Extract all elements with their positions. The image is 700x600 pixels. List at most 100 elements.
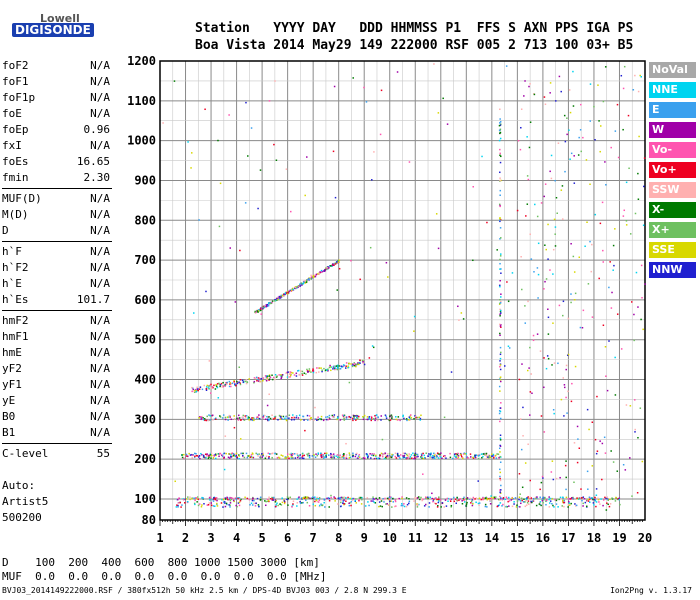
y-tick-label: 200 (134, 452, 156, 466)
echo-point (194, 499, 196, 502)
echo-point (423, 457, 426, 459)
x-tick-label: 1 (156, 531, 163, 545)
echo-point (265, 305, 267, 308)
echo-point (591, 421, 594, 424)
echo-point (508, 347, 511, 349)
echo-point (572, 70, 574, 73)
echo-point (313, 454, 315, 456)
legend-item-e: E (649, 102, 696, 118)
echo-point (499, 499, 501, 501)
echo-point (296, 498, 298, 500)
echo-point (452, 457, 454, 460)
echo-point (228, 453, 230, 455)
echo-point (205, 419, 208, 422)
echo-point (589, 183, 591, 186)
echo-point (499, 154, 501, 157)
echo-point (395, 457, 398, 459)
echo-point (210, 504, 213, 507)
echo-point (521, 363, 523, 365)
echo-point (316, 500, 319, 503)
echo-point (330, 494, 332, 497)
echo-point (612, 269, 614, 271)
echo-point (434, 453, 437, 456)
echo-point (303, 457, 305, 460)
echo-point (232, 455, 234, 457)
echo-point (499, 258, 501, 261)
echo-point (549, 269, 551, 271)
echo-point (372, 498, 375, 500)
echo-point (196, 501, 198, 503)
echo-point (249, 504, 251, 506)
echo-point (487, 454, 490, 457)
echo-point (271, 496, 273, 499)
echo-point (224, 418, 227, 421)
echo-point (487, 456, 489, 458)
echo-point (257, 455, 259, 457)
echo-point (318, 497, 321, 499)
echo-point (529, 479, 532, 482)
echo-point (499, 451, 501, 453)
echo-point (486, 221, 488, 224)
echo-point (362, 360, 364, 363)
echo-point (499, 475, 501, 478)
echo-point (539, 503, 541, 506)
echo-point (348, 381, 351, 384)
echo-point (615, 496, 617, 499)
param-value: N/A (90, 394, 110, 407)
echo-point (201, 388, 204, 391)
echo-point (222, 385, 225, 387)
echo-point (529, 414, 531, 416)
echo-point (314, 500, 316, 503)
echo-point (496, 453, 498, 455)
echo-point (204, 453, 207, 456)
echo-point (499, 380, 502, 383)
echo-point (270, 453, 272, 455)
echo-point (456, 453, 459, 456)
echo-point (315, 499, 318, 502)
echo-point (231, 455, 233, 458)
echo-point (278, 456, 280, 459)
echo-point (239, 249, 241, 252)
echo-point (324, 506, 326, 508)
echo-point (300, 284, 303, 286)
echo-point (268, 453, 271, 455)
echo-point (200, 417, 203, 419)
echo-point (230, 454, 232, 456)
echo-point (467, 457, 469, 459)
echo-point (463, 496, 465, 499)
echo-point (280, 504, 283, 506)
echo-point (299, 456, 302, 459)
echo-point (299, 454, 302, 456)
echo-point (255, 376, 258, 379)
echo-point (294, 457, 297, 459)
echo-point (193, 391, 196, 394)
echo-point (335, 365, 338, 367)
echo-point (559, 496, 562, 499)
echo-point (623, 65, 626, 68)
echo-point (395, 505, 397, 507)
echo-point (431, 456, 433, 459)
x-tick-label: 10 (383, 531, 397, 545)
echo-point (579, 129, 582, 131)
echo-point (340, 365, 342, 367)
version-label: Ion2Png v. 1.3.17 (610, 586, 692, 595)
echo-point (563, 499, 566, 502)
echo-point (369, 453, 371, 455)
echo-point (312, 503, 314, 506)
echo-point (212, 505, 215, 507)
echo-point (176, 498, 179, 501)
echo-point (499, 364, 502, 366)
y-tick-label: 80 (142, 513, 156, 527)
param-label: h`F2 (2, 261, 29, 274)
echo-point (472, 456, 474, 459)
echo-point (428, 502, 431, 504)
echo-point (574, 503, 576, 505)
echo-point (641, 460, 644, 463)
echo-point (398, 497, 400, 500)
echo-point (510, 499, 513, 501)
echo-point (242, 414, 245, 417)
echo-point (406, 457, 408, 459)
echo-point (625, 220, 628, 222)
echo-point (522, 435, 524, 437)
echo-point (310, 276, 313, 278)
